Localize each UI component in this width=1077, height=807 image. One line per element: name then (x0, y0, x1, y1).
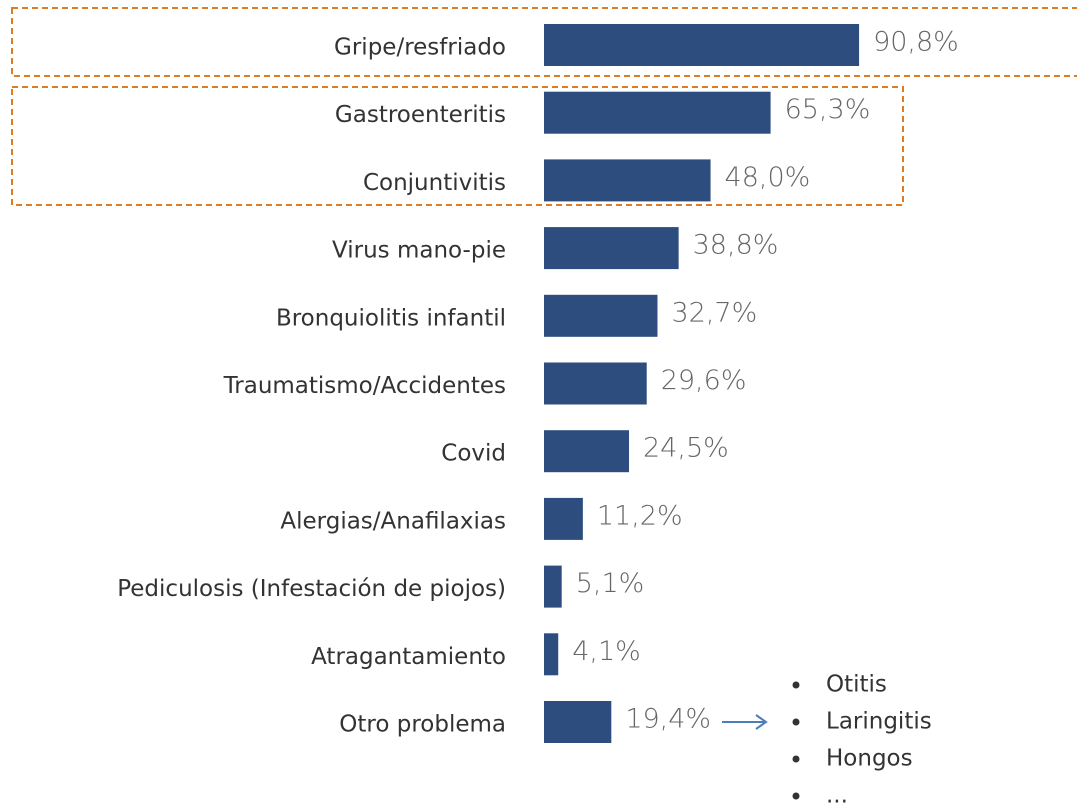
bar (544, 430, 630, 473)
value-label: 4,1% (572, 636, 641, 667)
category-label: Conjuntivitis (363, 170, 506, 196)
bar (544, 294, 658, 337)
category-label: Traumatismo/Accidentes (223, 373, 506, 399)
highlight-box (11, 86, 904, 206)
value-label: 29,6% (661, 365, 747, 396)
annotation: Hongos (826, 746, 913, 772)
bar (544, 362, 647, 405)
bar (544, 633, 559, 676)
value-label: 65,3% (785, 94, 871, 125)
value-label: 5,1% (576, 568, 645, 599)
arrow-head (755, 714, 768, 730)
bullet (792, 755, 800, 763)
bar (544, 701, 612, 743)
value-label: 19,4% (625, 704, 711, 735)
category-label: Otro problema (339, 712, 506, 738)
category-label: Pediculosis (Infestación de piojos) (117, 576, 506, 602)
annotation: Laringitis (826, 709, 932, 735)
bullet (792, 681, 800, 689)
value-label: 90,8% (873, 27, 959, 58)
value-label: 32,7% (671, 297, 757, 328)
bullet (792, 792, 800, 800)
bar (544, 91, 771, 134)
highlight-box (11, 7, 1077, 77)
bar (544, 24, 860, 66)
category-label: Alergias/Anafilaxias (280, 508, 506, 534)
bar (544, 565, 562, 608)
value-label: 11,2% (597, 500, 683, 531)
category-label: Atragantamiento (311, 644, 506, 670)
category-label: Gripe/resfriado (334, 35, 506, 61)
bar (544, 159, 711, 202)
bullet (792, 718, 800, 726)
value-label: 48,0% (725, 162, 811, 193)
bar (544, 497, 583, 540)
category-label: Covid (441, 441, 506, 467)
value-label: 24,5% (643, 433, 729, 464)
value-label: 38,8% (693, 230, 779, 261)
annotation: ... (826, 783, 848, 807)
bar (544, 227, 679, 270)
category-label: Bronquiolitis infantil (276, 305, 506, 331)
annotation: Otitis (826, 672, 887, 698)
category-label: Virus mano-pie (332, 238, 506, 264)
category-label: Gastroenteritis (335, 102, 506, 128)
